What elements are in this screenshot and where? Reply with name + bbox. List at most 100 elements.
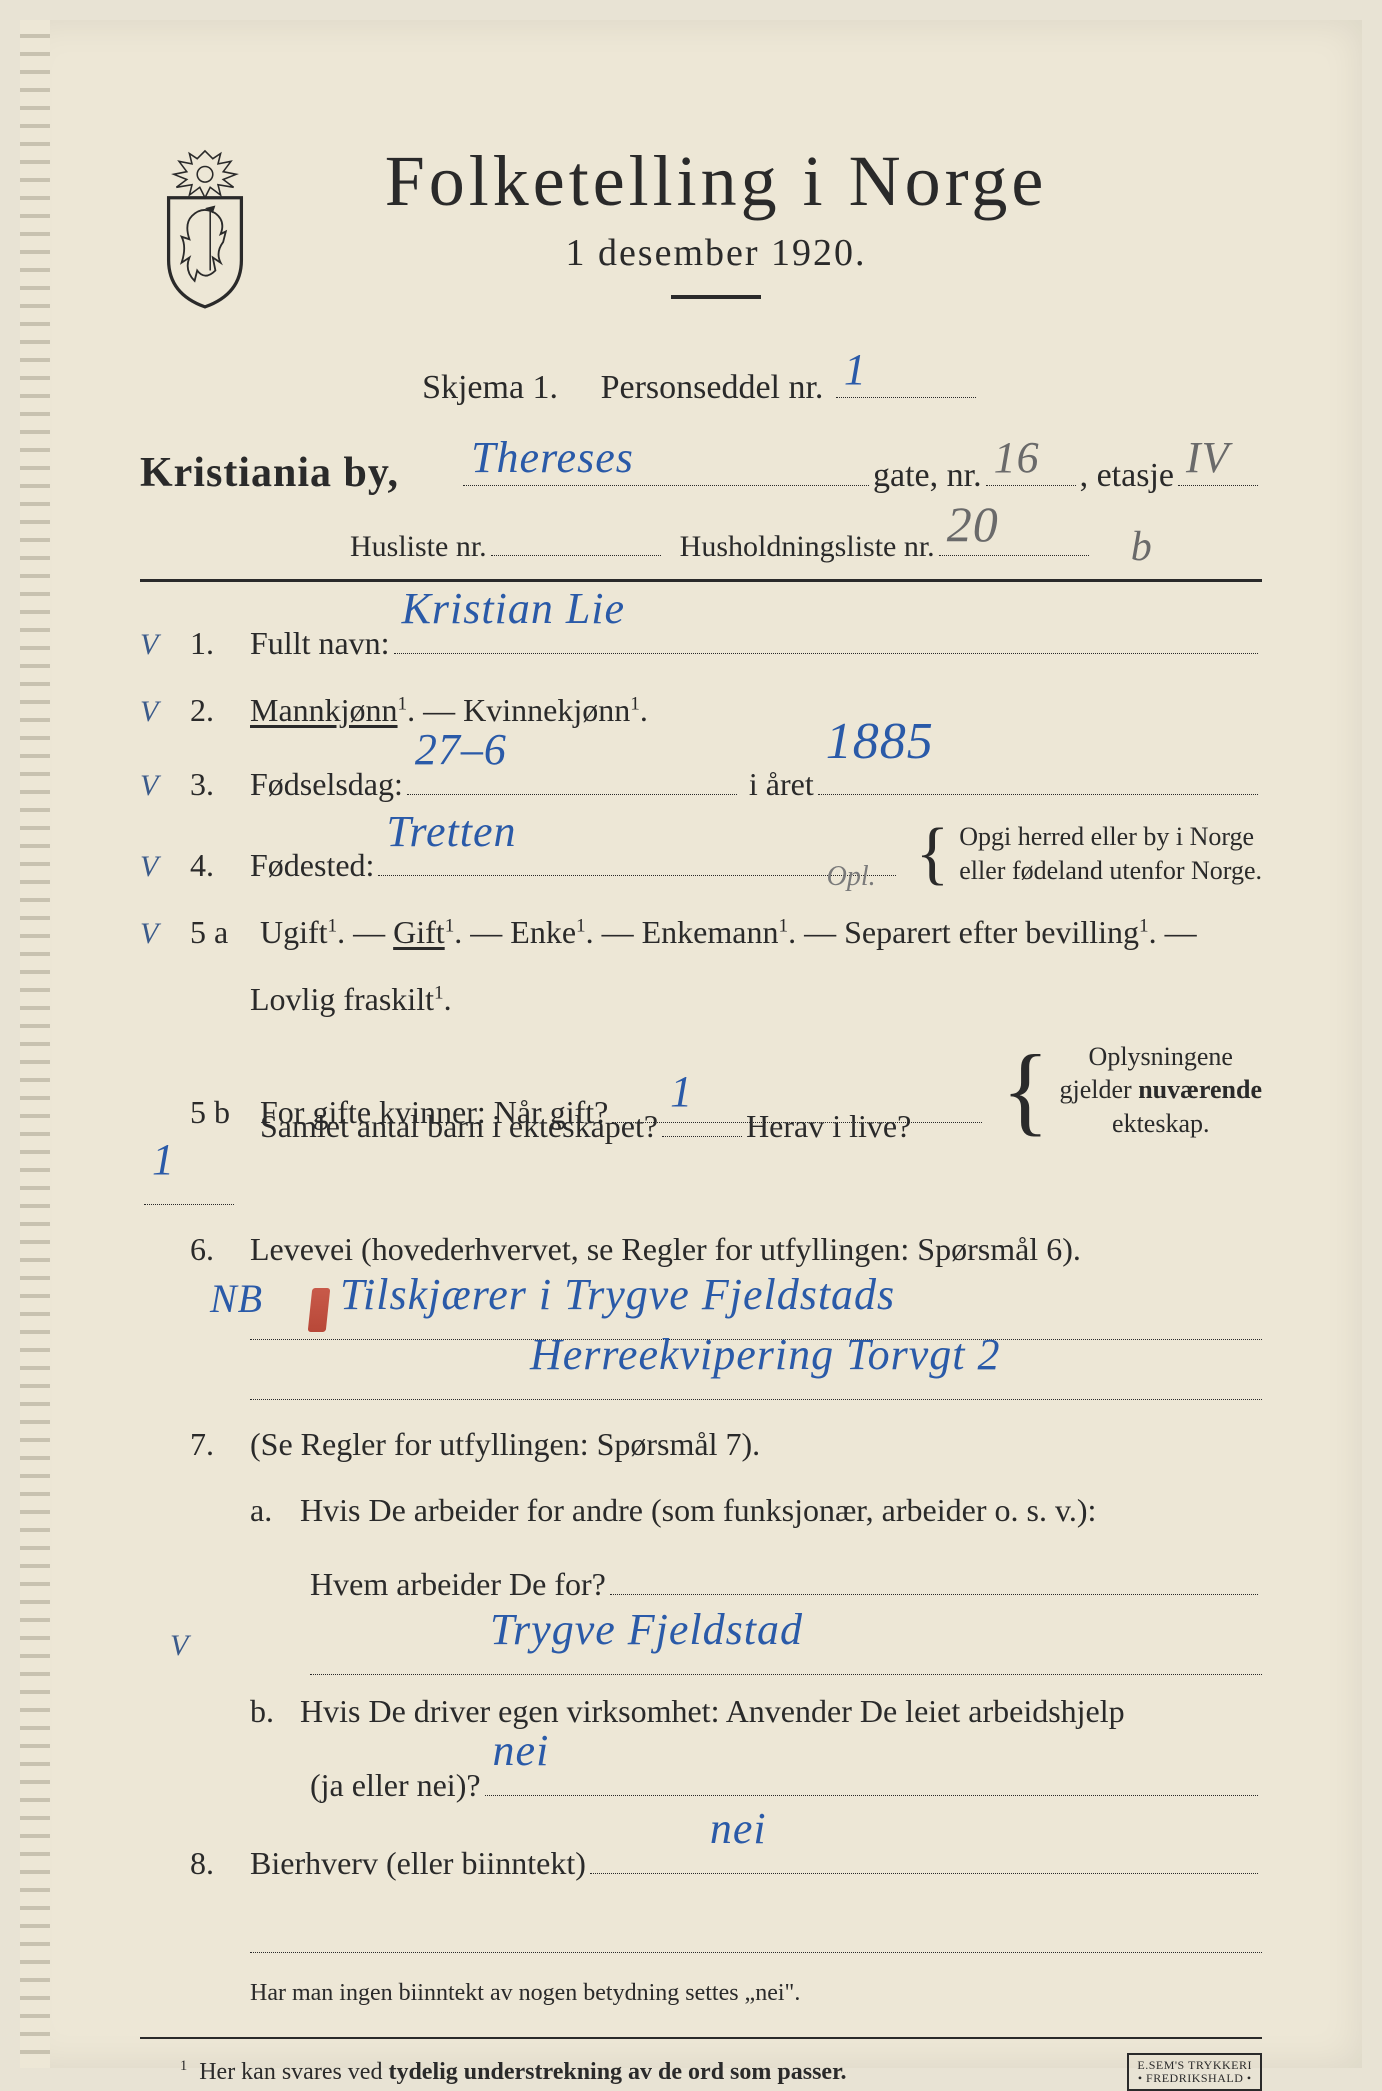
hushold-label: Husholdningsliste nr. [680, 530, 935, 564]
street-value: Thereses [471, 432, 634, 483]
form-body: V 1. Fullt navn: Kristian Lie V 2. Mannk… [140, 606, 1262, 2017]
q5b-l2a: Samlet antal barn i ekteskapet? [260, 1096, 658, 1157]
q7a-row: a. Hvis De arbeider for andre (som funks… [140, 1480, 1262, 1541]
check-mark: V [140, 757, 190, 814]
q1-row: V 1. Fullt navn: Kristian Lie [140, 606, 1262, 674]
check-mark: V [140, 616, 190, 673]
husliste-label: Husliste nr. [350, 530, 487, 564]
q3-year-label: i året [749, 754, 814, 815]
q3-label: Fødselsdag: [250, 754, 403, 815]
check-mark: V [140, 838, 190, 895]
q5a-row: V 5 a Ugift1. — Gift1. — Enke1. — Enkema… [140, 902, 1262, 963]
q5a-tail: Lovlig fraskilt1. [140, 969, 1262, 1030]
etasje-label: , etasje [1080, 457, 1174, 495]
q1-label: Fullt navn: [250, 613, 390, 674]
q4-row: V 4. Fødested: Tretten Opl. { Opgi herre… [140, 820, 1262, 896]
etasje-value: IV [1186, 432, 1230, 483]
title-rule [671, 295, 761, 299]
q5a-num: 5 a [190, 902, 260, 963]
q4-note: { Opgi herred eller by i Norge eller fød… [916, 820, 1262, 888]
check-mark: V [140, 905, 190, 962]
q7-num: 7. [190, 1414, 250, 1475]
q1-num: 1. [190, 613, 250, 674]
q7a-l1: Hvis De arbeider for andre (som funksjon… [300, 1480, 1096, 1541]
q4-value: Tretten [386, 790, 516, 874]
q5a-opt-enke: Enke1. — [510, 902, 641, 963]
q3-row: V 3. Fødselsdag: 27–6 i året 1885 [140, 747, 1262, 815]
header: Folketelling i Norge 1 desember 1920. [140, 140, 1262, 327]
q5b-note: { Oplysningene gjelder nuværende ekteska… [1002, 1040, 1262, 1141]
q7-lead: (Se Regler for utfyllingen: Spørsmål 7). [250, 1414, 760, 1475]
schema-label: Skjema 1. [422, 369, 558, 406]
q7b-l2: (ja eller nei)? [310, 1755, 481, 1816]
brace-icon: { [916, 826, 950, 882]
bottom-rule [140, 2037, 1262, 2039]
check-mark: V [140, 683, 190, 740]
printer-mark: E.SEM'S TRYKKERI • FREDRIKSHALD • [1127, 2053, 1262, 2091]
q7b-l1: Hvis De driver egen virksomhet: Anvender… [300, 1681, 1125, 1742]
q8-value: nei [710, 1787, 767, 1871]
q5b-note-l2: gjelder nuværende [1060, 1075, 1262, 1104]
q7a-value-line: V Trygve Fjeldstad [310, 1621, 1262, 1675]
printer-l1: E.SEM'S TRYKKERI [1137, 2058, 1252, 2072]
main-title: Folketelling i Norge [300, 140, 1132, 223]
q7a-label: a. [250, 1480, 300, 1541]
perforation-edge [20, 20, 50, 2068]
q4-label: Fødested: [250, 835, 374, 896]
q4-pencil-annotation: Opl. [827, 850, 876, 903]
q5b-note-l1: Oplysningene [1089, 1042, 1233, 1071]
q7b-label: b. [250, 1681, 300, 1742]
footnote-sup: 1 [180, 2058, 187, 2074]
q4-num: 4. [190, 835, 250, 896]
schema-line: Skjema 1. Personseddel nr. 1 [140, 347, 1262, 407]
q8-label: Bierhverv (eller biinntekt) [250, 1833, 586, 1894]
q3-day-value: 27–6 [415, 708, 507, 792]
q2-male-option: Mannkjønn1. [250, 680, 415, 741]
q7b-value: nei [493, 1709, 550, 1793]
hushold-suffix: b [1131, 523, 1153, 571]
q8-num: 8. [190, 1833, 250, 1894]
brace-icon: { [1002, 1050, 1050, 1130]
footnote-text-b: tydelig understrekning av de ord som pas… [388, 2059, 846, 2085]
address-line: Kristiania by, Thereses gate, nr. 16 , e… [140, 435, 1262, 497]
q7-row: 7. (Se Regler for utfyllingen: Spørsmål … [140, 1414, 1262, 1475]
check-mark: V [170, 1617, 220, 1674]
q8-line2 [250, 1899, 1262, 1953]
q5b-num: 5 b [190, 1082, 260, 1143]
q8-footnote: Har man ingen biinntekt av nogen betydni… [140, 1971, 1262, 2017]
title-block: Folketelling i Norge 1 desember 1920. [300, 140, 1262, 327]
q5b-children-total: 1 [670, 1050, 693, 1134]
header-rule [140, 579, 1262, 582]
hushold-value: 20 [947, 495, 999, 553]
q5b-children-alive: 1 [152, 1118, 175, 1202]
q5a-options: Ugift1. — Gift1. — Enke1. — Enkemann1. —… [260, 902, 1197, 963]
census-form-page: Folketelling i Norge 1 desember 1920. Sk… [20, 20, 1362, 2068]
q7b-row2: (ja eller nei)? nei [140, 1748, 1262, 1816]
q5a-opt-ugift: Ugift1. — [260, 902, 393, 963]
date-line: 1 desember 1920. [300, 231, 1132, 275]
bottom-footnote: 1 Her kan svares ved tydelig understrekn… [140, 2053, 1262, 2091]
printer-l2: • FREDRIKSHALD • [1138, 2071, 1252, 2085]
q6-value-l2: Herreekvipering Torvgt 2 [530, 1313, 1000, 1397]
q5a-opt-separert: Separert efter bevilling1. — [844, 902, 1197, 963]
q3-year-value: 1885 [826, 693, 934, 792]
person-nr-value: 1 [844, 344, 867, 395]
lists-line: Husliste nr. Husholdningsliste nr. 20 b [140, 511, 1262, 567]
q4-note-l1: Opgi herred eller by i Norge [959, 822, 1254, 851]
q7a-value: Trygve Fjeldstad [490, 1588, 803, 1672]
gate-nr-value: 16 [994, 432, 1040, 483]
coat-of-arms [140, 140, 270, 310]
q8-row: 8. Bierhverv (eller biinntekt) nei [140, 1826, 1262, 1894]
q6-line2: Herreekvipering Torvgt 2 [250, 1346, 1262, 1400]
q6-margin-note: NB [210, 1261, 263, 1337]
q1-value: Kristian Lie [402, 567, 626, 651]
q2-row: V 2. Mannkjønn1. — Kvinnekjønn1. [140, 680, 1262, 741]
q5b-note-l3: ekteskap. [1112, 1109, 1209, 1138]
person-label: Personseddel nr. [601, 369, 824, 406]
q5a-opt-gift: Gift1. — [393, 902, 510, 963]
q2-num: 2. [190, 680, 250, 741]
red-margin-mark [308, 1288, 331, 1332]
q7b-row: b. Hvis De driver egen virksomhet: Anven… [140, 1681, 1262, 1742]
q3-num: 3. [190, 754, 250, 815]
footnote-text-a: Her kan svares ved [199, 2059, 388, 2085]
